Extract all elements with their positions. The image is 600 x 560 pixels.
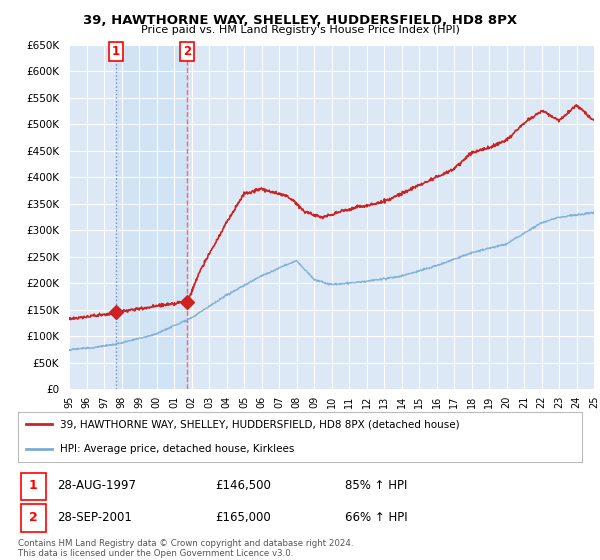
FancyBboxPatch shape [21,473,46,500]
Point [182,297,192,306]
Text: 39, HAWTHORNE WAY, SHELLEY, HUDDERSFIELD, HD8 8PX: 39, HAWTHORNE WAY, SHELLEY, HUDDERSFIELD… [83,14,517,27]
Text: 1: 1 [112,45,119,58]
Text: 39, HAWTHORNE WAY, SHELLEY, HUDDERSFIELD, HD8 8PX (detached house): 39, HAWTHORNE WAY, SHELLEY, HUDDERSFIELD… [60,419,460,429]
Text: HPI: Average price, detached house, Kirklees: HPI: Average price, detached house, Kirk… [60,445,295,454]
Text: 28-SEP-2001: 28-SEP-2001 [58,511,133,524]
Point [111,307,121,316]
Text: £165,000: £165,000 [215,511,271,524]
Text: Price paid vs. HM Land Registry's House Price Index (HPI): Price paid vs. HM Land Registry's House … [140,25,460,35]
Text: 2: 2 [183,45,191,58]
Text: 85% ↑ HPI: 85% ↑ HPI [345,479,407,492]
Text: This data is licensed under the Open Government Licence v3.0.: This data is licensed under the Open Gov… [18,549,293,558]
Text: £146,500: £146,500 [215,479,271,492]
Text: 2: 2 [29,511,38,524]
Bar [116,45,187,389]
Text: 1: 1 [29,479,38,492]
Text: Contains HM Land Registry data © Crown copyright and database right 2024.: Contains HM Land Registry data © Crown c… [18,539,353,548]
Text: 66% ↑ HPI: 66% ↑ HPI [345,511,408,524]
Text: 28-AUG-1997: 28-AUG-1997 [58,479,136,492]
FancyBboxPatch shape [21,505,46,531]
